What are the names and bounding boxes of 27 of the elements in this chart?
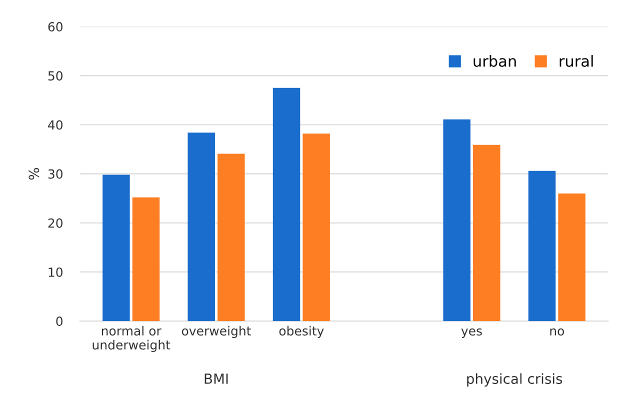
y-tick-label: 40 xyxy=(48,120,63,130)
legend-label: urban xyxy=(474,55,516,67)
x-tick-label: obesity xyxy=(279,326,324,338)
y-tick-label: 60 xyxy=(48,22,63,32)
y-axis-title: % xyxy=(28,168,40,180)
x-tick-label: overweight xyxy=(182,326,251,338)
x-tick-label: no xyxy=(550,328,564,336)
bar xyxy=(272,88,300,322)
bar xyxy=(528,170,556,322)
bar xyxy=(443,119,470,322)
bar xyxy=(102,174,130,322)
y-tick-label: 30 xyxy=(48,169,63,179)
y-tick-label: 10 xyxy=(48,267,63,277)
legend-label: rural xyxy=(560,55,593,67)
text: physical crisis xyxy=(467,373,562,387)
text: BMI xyxy=(204,374,228,384)
bar xyxy=(218,154,245,322)
bar xyxy=(188,132,215,322)
x-tick-label: yes xyxy=(461,328,482,338)
bar xyxy=(132,197,160,322)
bar xyxy=(558,193,586,322)
bar xyxy=(302,134,330,322)
y-tick-label: 50 xyxy=(48,71,63,81)
x-tick-label: normal or underweight xyxy=(92,326,170,352)
y-tick-label: 20 xyxy=(48,218,63,228)
bar xyxy=(473,144,500,322)
y-tick-label: 0 xyxy=(56,316,63,326)
